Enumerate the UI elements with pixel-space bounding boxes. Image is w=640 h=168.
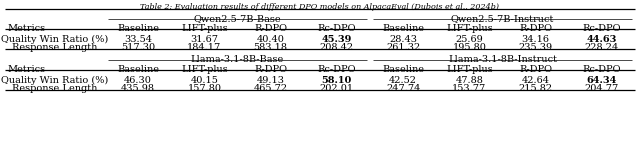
Text: 247.74: 247.74 <box>386 84 420 93</box>
Text: 44.63: 44.63 <box>587 35 617 44</box>
Text: 465.72: 465.72 <box>253 84 288 93</box>
Text: 45.39: 45.39 <box>322 35 352 44</box>
Text: LIFT-plus: LIFT-plus <box>181 65 228 74</box>
Text: 34.16: 34.16 <box>522 35 550 44</box>
Text: 31.67: 31.67 <box>190 35 218 44</box>
Text: Response Length: Response Length <box>12 84 98 93</box>
Text: Qwen2.5-7B-Instruct: Qwen2.5-7B-Instruct <box>451 14 554 23</box>
Text: Quality Win Ratio (%): Quality Win Ratio (%) <box>1 76 109 85</box>
Text: R-DPO: R-DPO <box>254 65 287 74</box>
Text: Llama-3.1-8B-Instruct: Llama-3.1-8B-Instruct <box>448 55 557 64</box>
Text: Metrics: Metrics <box>7 65 45 74</box>
Text: 202.01: 202.01 <box>320 84 354 93</box>
Text: R-DPO: R-DPO <box>519 24 552 33</box>
Text: 42.52: 42.52 <box>389 76 417 85</box>
Text: 157.80: 157.80 <box>188 84 221 93</box>
Text: Metrics: Metrics <box>7 24 45 33</box>
Text: 46.30: 46.30 <box>124 76 152 85</box>
Text: 28.43: 28.43 <box>389 35 417 44</box>
Text: 208.42: 208.42 <box>320 43 354 52</box>
Text: 235.39: 235.39 <box>518 43 553 52</box>
Text: 435.98: 435.98 <box>121 84 155 93</box>
Text: R-DPO: R-DPO <box>519 65 552 74</box>
Text: Baseline: Baseline <box>382 24 424 33</box>
Text: Baseline: Baseline <box>382 65 424 74</box>
Text: 153.77: 153.77 <box>452 84 486 93</box>
Text: Table 2: Evaluation results of different DPO models on AlpacaEval (Dubois et al.: Table 2: Evaluation results of different… <box>141 3 499 11</box>
Text: 40.15: 40.15 <box>191 76 218 85</box>
Text: 195.80: 195.80 <box>452 43 486 52</box>
Text: 42.64: 42.64 <box>522 76 550 85</box>
Text: 228.24: 228.24 <box>585 43 619 52</box>
Text: 25.69: 25.69 <box>456 35 483 44</box>
Text: 49.13: 49.13 <box>257 76 285 85</box>
Text: Baseline: Baseline <box>117 65 159 74</box>
Text: Qwen2.5-7B-Base: Qwen2.5-7B-Base <box>194 14 282 23</box>
Text: 583.18: 583.18 <box>253 43 287 52</box>
Text: LIFT-plus: LIFT-plus <box>446 24 493 33</box>
Text: Rc-DPO: Rc-DPO <box>317 24 356 33</box>
Text: LIFT-plus: LIFT-plus <box>181 24 228 33</box>
Text: Llama-3.1-8B-Base: Llama-3.1-8B-Base <box>191 55 284 64</box>
Text: 215.82: 215.82 <box>518 84 553 93</box>
Text: 47.88: 47.88 <box>456 76 483 85</box>
Text: Baseline: Baseline <box>117 24 159 33</box>
Text: 64.34: 64.34 <box>587 76 617 85</box>
Text: Rc-DPO: Rc-DPO <box>582 24 621 33</box>
Text: 204.77: 204.77 <box>585 84 619 93</box>
Text: Response Length: Response Length <box>12 43 98 52</box>
Text: 40.40: 40.40 <box>257 35 285 44</box>
Text: 33.54: 33.54 <box>124 35 152 44</box>
Text: Rc-DPO: Rc-DPO <box>317 65 356 74</box>
Text: 517.30: 517.30 <box>121 43 155 52</box>
Text: R-DPO: R-DPO <box>254 24 287 33</box>
Text: 261.32: 261.32 <box>386 43 420 52</box>
Text: 184.17: 184.17 <box>188 43 221 52</box>
Text: LIFT-plus: LIFT-plus <box>446 65 493 74</box>
Text: Rc-DPO: Rc-DPO <box>582 65 621 74</box>
Text: Quality Win Ratio (%): Quality Win Ratio (%) <box>1 35 109 44</box>
Text: 58.10: 58.10 <box>322 76 352 85</box>
